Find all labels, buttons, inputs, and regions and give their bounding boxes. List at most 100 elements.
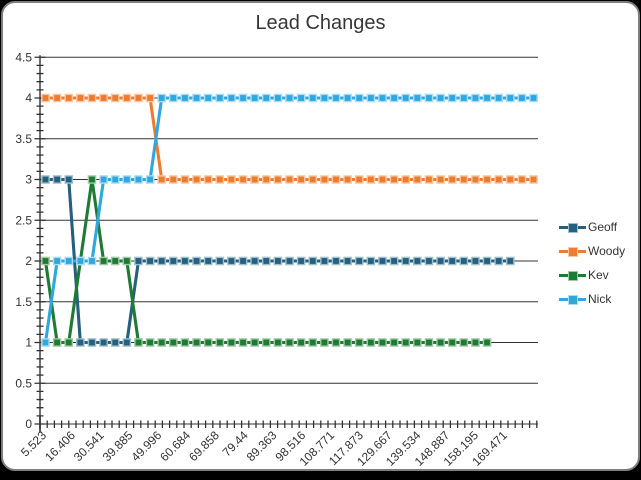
series-nick-marker [227, 93, 236, 103]
series-kev-marker [296, 338, 306, 347]
series-kev-marker [110, 256, 120, 266]
series-woody-marker [41, 93, 50, 103]
legend-label-nick: Nick [588, 292, 612, 306]
series-kev-marker [261, 338, 271, 347]
chart-title: Lead Changes [255, 12, 386, 34]
series-woody-marker [331, 175, 341, 184]
series-woody-marker [354, 175, 364, 184]
series-woody-marker [192, 175, 201, 184]
nick-series-marker-icon [559, 294, 586, 305]
series-woody-marker [413, 175, 422, 184]
series-kev-marker [424, 338, 434, 347]
kev-series-marker-icon [559, 270, 586, 281]
series-nick-marker [52, 256, 62, 266]
series-kev-marker [436, 338, 445, 347]
series-woody-marker [401, 175, 411, 184]
series-geoff-marker [401, 256, 411, 266]
series-nick-marker [285, 93, 294, 103]
series-geoff-marker [169, 256, 178, 266]
woody-series-marker-icon [559, 246, 586, 257]
series-woody-marker [482, 175, 492, 184]
series-woody-marker [506, 175, 515, 184]
series-nick-marker [250, 93, 259, 103]
series-nick-marker [215, 93, 225, 103]
series-kev-marker [180, 338, 190, 347]
chart-canvas: 00.511.522.533.544.55.52316.40630.54139.… [15, 50, 538, 469]
series-kev-marker [122, 256, 132, 266]
series-woody-marker [320, 175, 329, 184]
series-nick-marker [238, 93, 248, 103]
series-nick-marker [169, 93, 178, 103]
series-woody-marker [145, 93, 155, 103]
series-geoff-marker [459, 256, 469, 266]
series-kev-marker [273, 338, 283, 347]
series-woody-marker [99, 93, 108, 103]
series-woody-marker [459, 175, 469, 184]
series-nick-marker [87, 256, 97, 266]
series-geoff-marker [482, 256, 492, 266]
series-kev-marker [413, 338, 422, 347]
series-kev-marker [203, 338, 213, 347]
series-woody-marker [180, 175, 190, 184]
y-tick-label: 0 [25, 417, 32, 431]
series-nick-marker [343, 93, 352, 103]
legend-item-geoff: Geoff [559, 215, 625, 239]
series-kev-marker [99, 256, 108, 266]
series-geoff-marker [285, 256, 294, 266]
series-kev-marker [215, 338, 225, 347]
y-tick-label: 0.5 [15, 376, 32, 390]
series-geoff-marker [192, 256, 201, 266]
series-kev-marker [320, 338, 329, 347]
series-kev-marker [238, 338, 248, 347]
series-kev-marker [169, 338, 178, 347]
series-woody-marker [122, 93, 132, 103]
series-woody-marker [343, 175, 352, 184]
series-nick-marker [424, 93, 434, 103]
series-nick-marker [273, 93, 283, 103]
series-kev-marker [482, 338, 492, 347]
series-nick-marker [41, 338, 50, 347]
series-woody-marker [157, 175, 167, 184]
series-geoff-marker [389, 256, 399, 266]
series-kev-marker [389, 338, 399, 347]
legend-item-nick: Nick [559, 287, 625, 311]
chart-frame: Lead Changes 0 0.5 1 1.5 2 2.5 3 3.5 4 4.5 5.523 16… [1, 1, 640, 471]
x-tick-label: 69.858 [186, 428, 222, 464]
series-nick-marker [331, 93, 341, 103]
series-geoff-marker [99, 338, 108, 347]
series-geoff-marker [494, 256, 503, 266]
series-geoff-marker [261, 256, 271, 266]
series-nick-marker [308, 93, 318, 103]
series-kev-marker [87, 175, 97, 184]
series-geoff-marker [180, 256, 190, 266]
series-woody-marker [471, 175, 480, 184]
series-nick-marker [76, 256, 85, 266]
series-woody-marker [134, 93, 143, 103]
x-tick-label: 39.885 [100, 428, 136, 464]
series-geoff-marker [331, 256, 341, 266]
series-geoff-marker [366, 256, 376, 266]
series-geoff-marker [413, 256, 422, 266]
series-kev-marker [471, 338, 480, 347]
series-nick-marker [506, 93, 515, 103]
series-woody-marker [238, 175, 248, 184]
series-nick-marker [401, 93, 411, 103]
legend-item-woody: Woody [559, 239, 625, 263]
series-geoff-marker [76, 338, 85, 347]
series-geoff-marker [447, 256, 457, 266]
series-geoff-marker [273, 256, 283, 266]
x-tick-label: 60.684 [157, 428, 193, 464]
series-geoff-marker [343, 256, 352, 266]
series-kev-marker [401, 338, 411, 347]
series-woody-marker [285, 175, 294, 184]
series-geoff-marker [227, 256, 236, 266]
series-nick-marker [203, 93, 213, 103]
series-geoff-marker [87, 338, 97, 347]
series-geoff-marker [320, 256, 329, 266]
geoff-series-marker-icon [559, 222, 586, 233]
series-woody-marker [273, 175, 283, 184]
series-geoff-marker [296, 256, 306, 266]
series-kev-marker [459, 338, 469, 347]
series-kev-marker [331, 338, 341, 347]
series-nick-marker [180, 93, 190, 103]
